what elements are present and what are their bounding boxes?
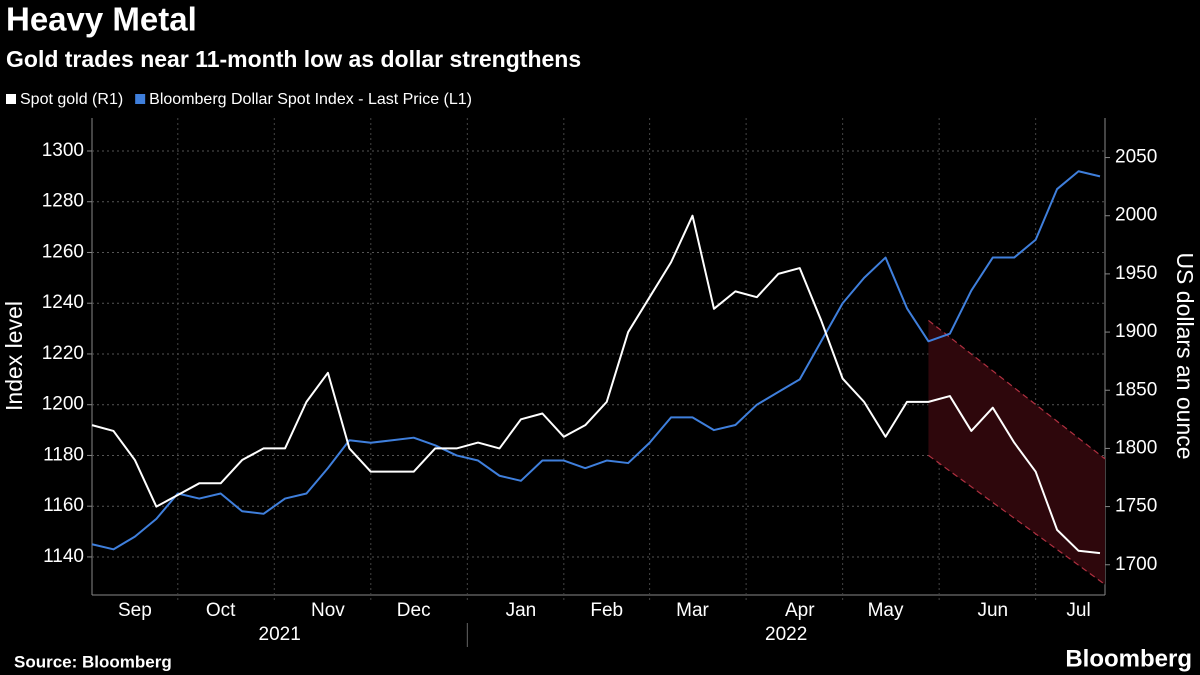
- logo: Bloomberg: [1065, 645, 1192, 672]
- year-label: 2022: [765, 624, 807, 645]
- x-tick-label: Feb: [590, 600, 623, 621]
- x-tick-label: Dec: [397, 600, 431, 621]
- x-tick-label: Oct: [206, 600, 236, 621]
- y2-tick-label: 1800: [1115, 437, 1157, 458]
- y2-tick-label: 1900: [1115, 321, 1157, 342]
- y2-tick-label: 1850: [1115, 379, 1157, 400]
- x-tick-label: May: [868, 600, 904, 621]
- trend-line: [928, 319, 1106, 460]
- trend-line: [928, 454, 1106, 586]
- x-tick-label: Jun: [977, 600, 1008, 621]
- y2-tick-label: 2050: [1115, 147, 1157, 168]
- y-tick-label: 1200: [42, 394, 84, 415]
- source: Source: Bloomberg: [14, 652, 172, 671]
- chart-subtitle: Gold trades near 11-month low as dollar …: [6, 46, 581, 72]
- y2-tick-label: 1950: [1115, 263, 1157, 284]
- x-tick-label: Apr: [785, 600, 815, 621]
- chart-title: Heavy Metal: [6, 1, 197, 38]
- year-label: 2021: [259, 624, 301, 645]
- y2-axis-label: US dollars an ounce: [1172, 252, 1198, 459]
- y-tick-label: 1260: [42, 241, 84, 262]
- legend-swatch: [6, 94, 16, 104]
- y-axis-label: Index level: [1, 301, 27, 411]
- series-line: [91, 170, 1101, 551]
- x-tick-label: Jan: [506, 600, 537, 621]
- y-tick-label: 1220: [42, 343, 84, 364]
- y-tick-label: 1160: [43, 495, 84, 516]
- y-tick-label: 1240: [42, 292, 84, 313]
- y-tick-label: 1140: [43, 546, 84, 567]
- x-tick-label: Sep: [118, 600, 152, 621]
- x-tick-label: Mar: [676, 600, 709, 621]
- x-tick-label: Jul: [1066, 600, 1090, 621]
- y2-tick-label: 1750: [1115, 496, 1157, 517]
- trend-channel: [928, 320, 1105, 585]
- x-tick-label: Nov: [311, 600, 345, 621]
- y2-tick-label: 2000: [1115, 205, 1157, 226]
- y-tick-label: 1280: [42, 191, 84, 212]
- y2-tick-label: 1700: [1115, 554, 1157, 575]
- legend-label: Bloomberg Dollar Spot Index - Last Price…: [149, 91, 472, 108]
- legend-label: Spot gold (R1): [20, 91, 123, 108]
- y-tick-label: 1300: [42, 140, 84, 161]
- y-tick-label: 1180: [43, 444, 84, 465]
- legend-swatch: [135, 94, 146, 104]
- series-line: [91, 214, 1101, 555]
